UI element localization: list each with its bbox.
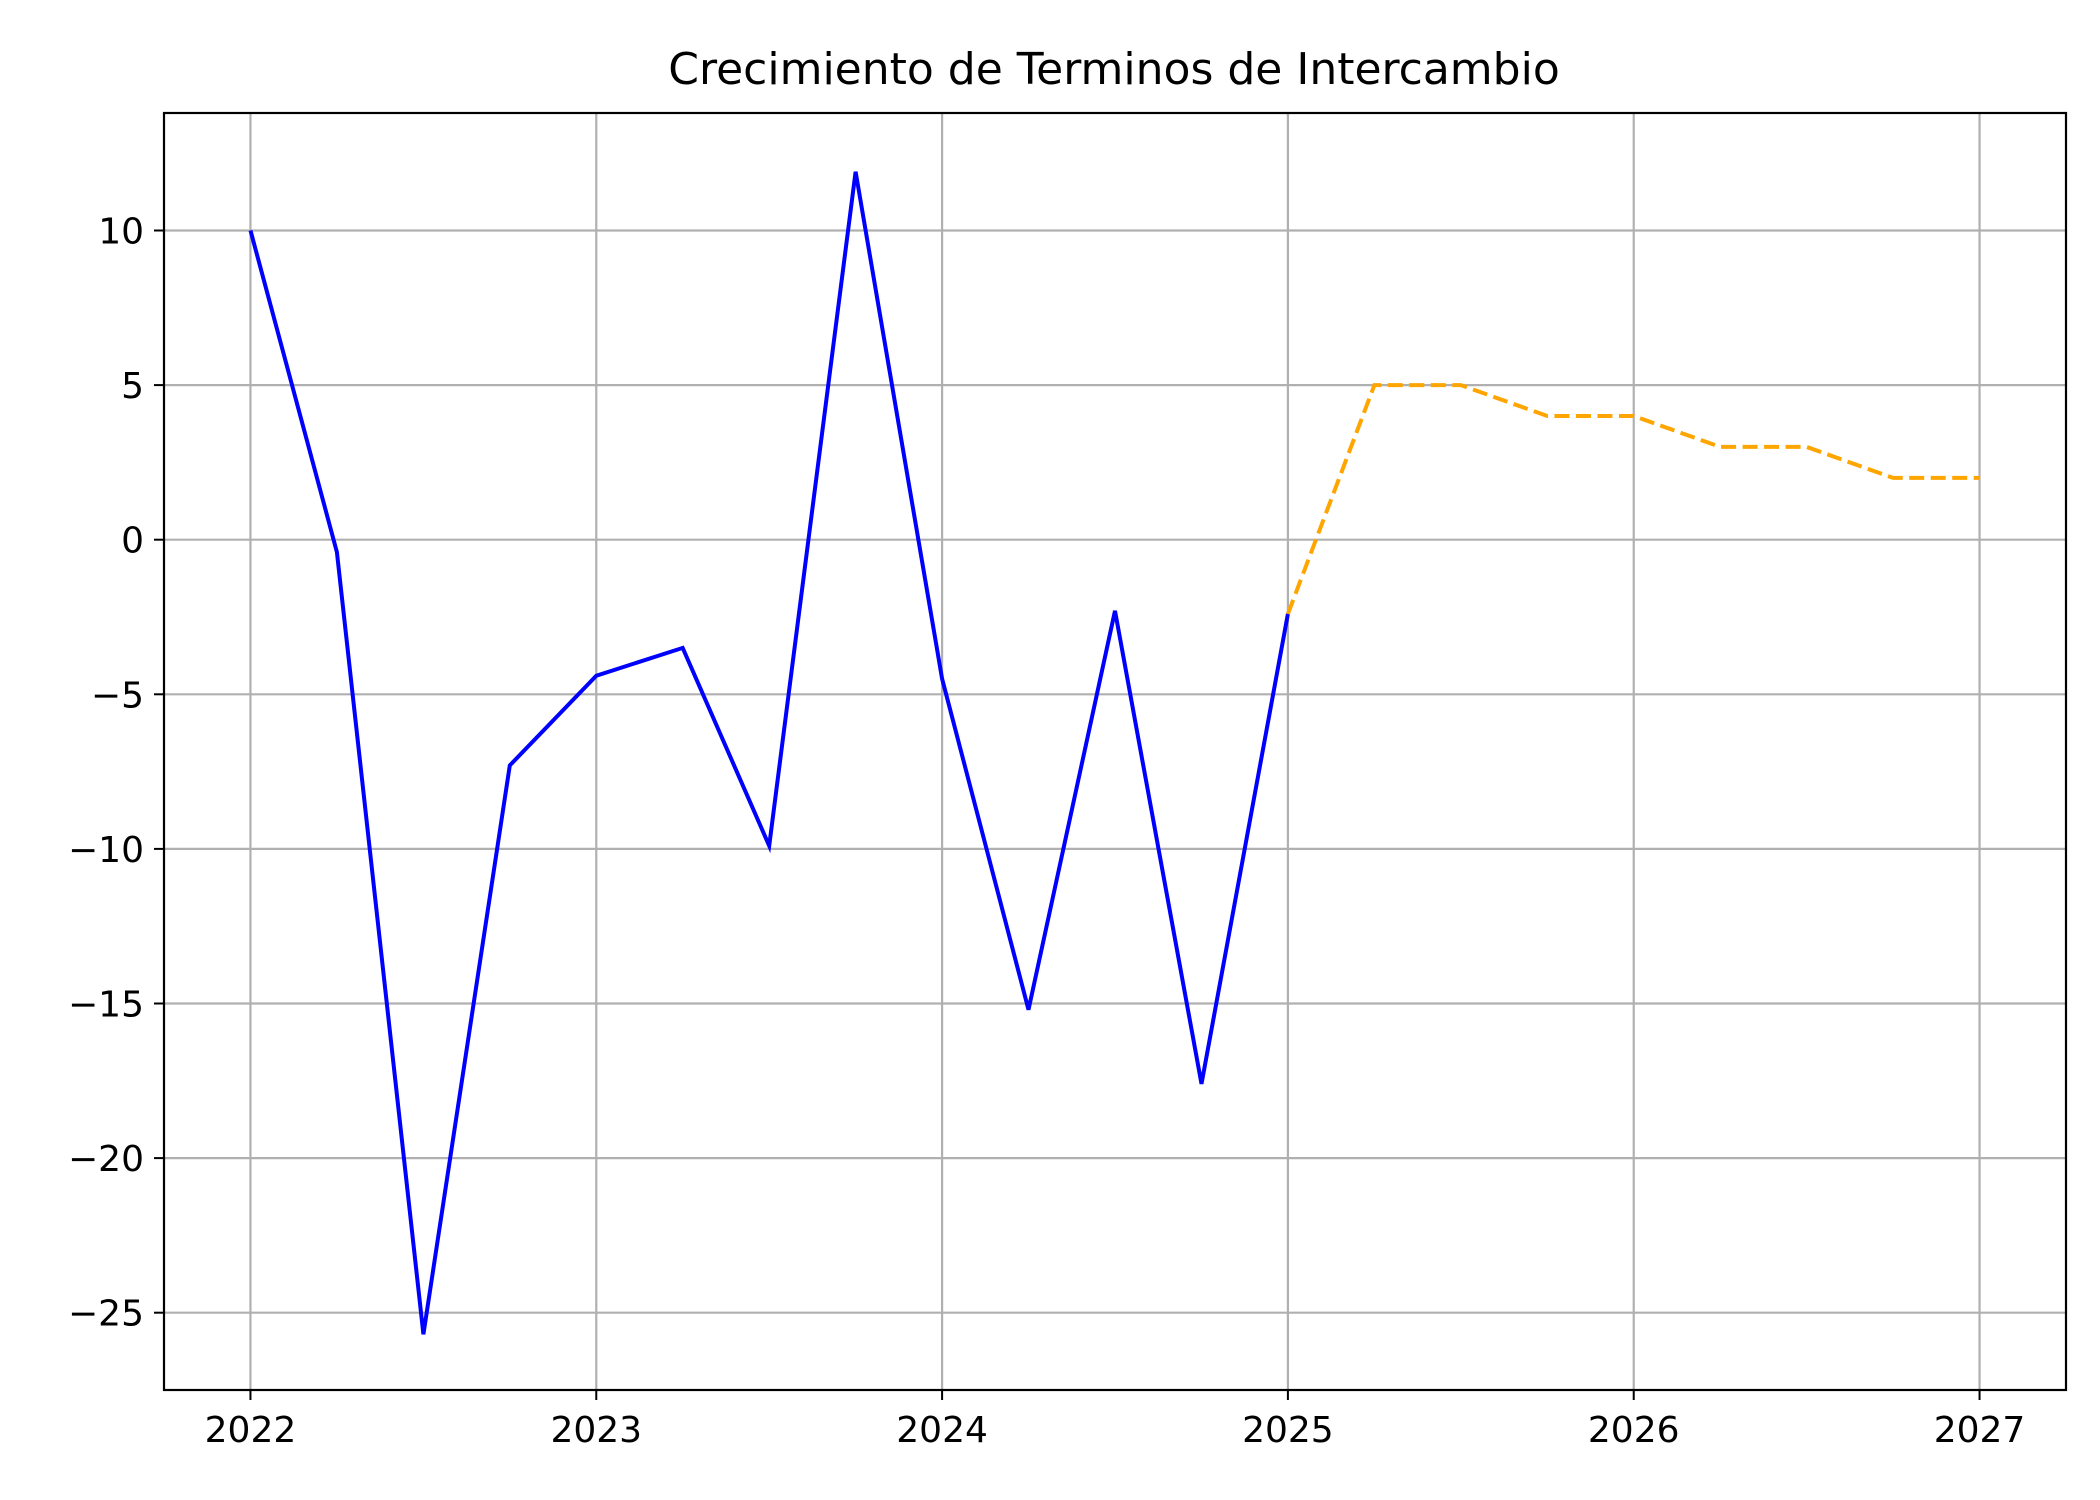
y-tick-label: 0 xyxy=(121,521,144,562)
x-axis: 2022 2023 2024 2025 2026 2027 xyxy=(205,1390,2026,1451)
x-tick-label: 2022 xyxy=(205,1410,297,1451)
historical-series-line xyxy=(248,171,1290,1335)
x-tick-label: 2026 xyxy=(1588,1410,1680,1451)
x-tick-label: 2024 xyxy=(896,1410,988,1451)
y-tick-label: 10 xyxy=(98,211,144,252)
x-tick-label: 2027 xyxy=(1934,1410,2026,1451)
y-tick-label: −5 xyxy=(91,675,144,716)
x-tick-label: 2023 xyxy=(550,1410,642,1451)
series-layer xyxy=(248,171,1980,1335)
grid xyxy=(164,113,2066,1390)
y-axis: −25 −20 −15 −10 −5 0 5 10 xyxy=(68,211,164,1335)
y-tick-label: −10 xyxy=(68,830,144,871)
forecast-series-line xyxy=(1286,383,1980,615)
x-tick-label: 2025 xyxy=(1242,1410,1334,1451)
y-tick-label: −15 xyxy=(68,984,144,1025)
y-tick-label: 5 xyxy=(121,366,144,407)
y-tick-label: −25 xyxy=(68,1294,144,1335)
plot-area-frame xyxy=(162,111,2068,1392)
chart-title: Crecimiento de Terminos de Intercambio xyxy=(668,44,1560,95)
y-tick-label: −20 xyxy=(68,1139,144,1180)
